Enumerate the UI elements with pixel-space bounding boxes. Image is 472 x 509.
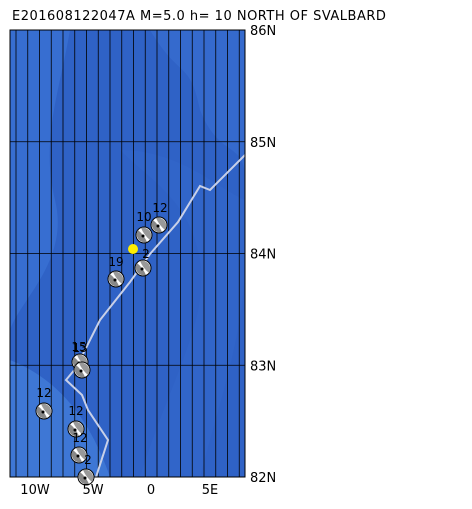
lon-label: 10W (20, 483, 50, 498)
p-axis (73, 428, 77, 432)
event-label: 13 (72, 341, 87, 355)
event-label: 2 (84, 453, 92, 467)
title: E201608122047A M=5.0 h= 10 NORTH OF SVAL… (12, 9, 386, 24)
lon-label: 5W (82, 483, 103, 498)
lat-label: 82N (250, 471, 276, 486)
lon-label: 0 (147, 483, 155, 498)
lat-label: 84N (250, 248, 276, 263)
compression-quadrant (73, 421, 84, 434)
map-frame (9, 29, 246, 478)
p-axis (156, 224, 160, 228)
focal-mechanism: 19 (107, 255, 125, 288)
compression-quadrant (140, 260, 151, 273)
shelf (10, 360, 110, 477)
axis-labels: 86N 85N 84N 83N 82N 10W 5W 0 5E (20, 24, 276, 498)
event-label: 15 (71, 340, 86, 354)
focal-mechanism: 12 (67, 404, 85, 438)
compression-quadrant (113, 271, 124, 284)
focal-mechanism: 10 (135, 210, 153, 244)
event-label: 10 (136, 210, 151, 224)
lon-label: 5E (202, 483, 219, 498)
compression-quadrant (79, 362, 90, 375)
plate-boundary (64, 154, 245, 477)
compression-quadrant (83, 469, 94, 482)
focal-mechanism: 13 (72, 341, 91, 379)
graticule (10, 30, 245, 477)
event-label: 2 (142, 247, 150, 261)
compression-quadrant (141, 227, 152, 240)
basin (120, 150, 245, 477)
focal-mechanism: 2 (134, 247, 152, 277)
compression-quadrant (156, 217, 167, 230)
lat-label: 86N (250, 24, 276, 39)
p-axis (83, 476, 87, 480)
focal-mechanism: 12 (150, 201, 168, 234)
event-label: 12 (68, 404, 83, 418)
p-axis (41, 410, 45, 414)
compression-quadrant (76, 447, 87, 460)
compression-quadrant (41, 403, 52, 416)
map-area (10, 30, 245, 477)
epicenter (128, 244, 138, 254)
focal-mechanism: 12 (35, 386, 53, 420)
p-axis (79, 369, 83, 373)
event-label: 12 (72, 431, 87, 445)
focal-mechanism: 2 (77, 453, 95, 486)
p-axis (76, 454, 80, 458)
lat-label: 85N (250, 136, 276, 151)
event-label: 12 (36, 386, 51, 400)
event-label: 19 (108, 255, 123, 269)
event-label: 12 (152, 201, 167, 215)
ridge (150, 30, 245, 180)
p-axis (113, 278, 117, 282)
lat-label: 83N (250, 359, 276, 374)
p-axis (141, 234, 145, 238)
focal-mechanism: 12 (70, 431, 88, 464)
p-axis (140, 267, 144, 271)
shelf (10, 30, 70, 330)
